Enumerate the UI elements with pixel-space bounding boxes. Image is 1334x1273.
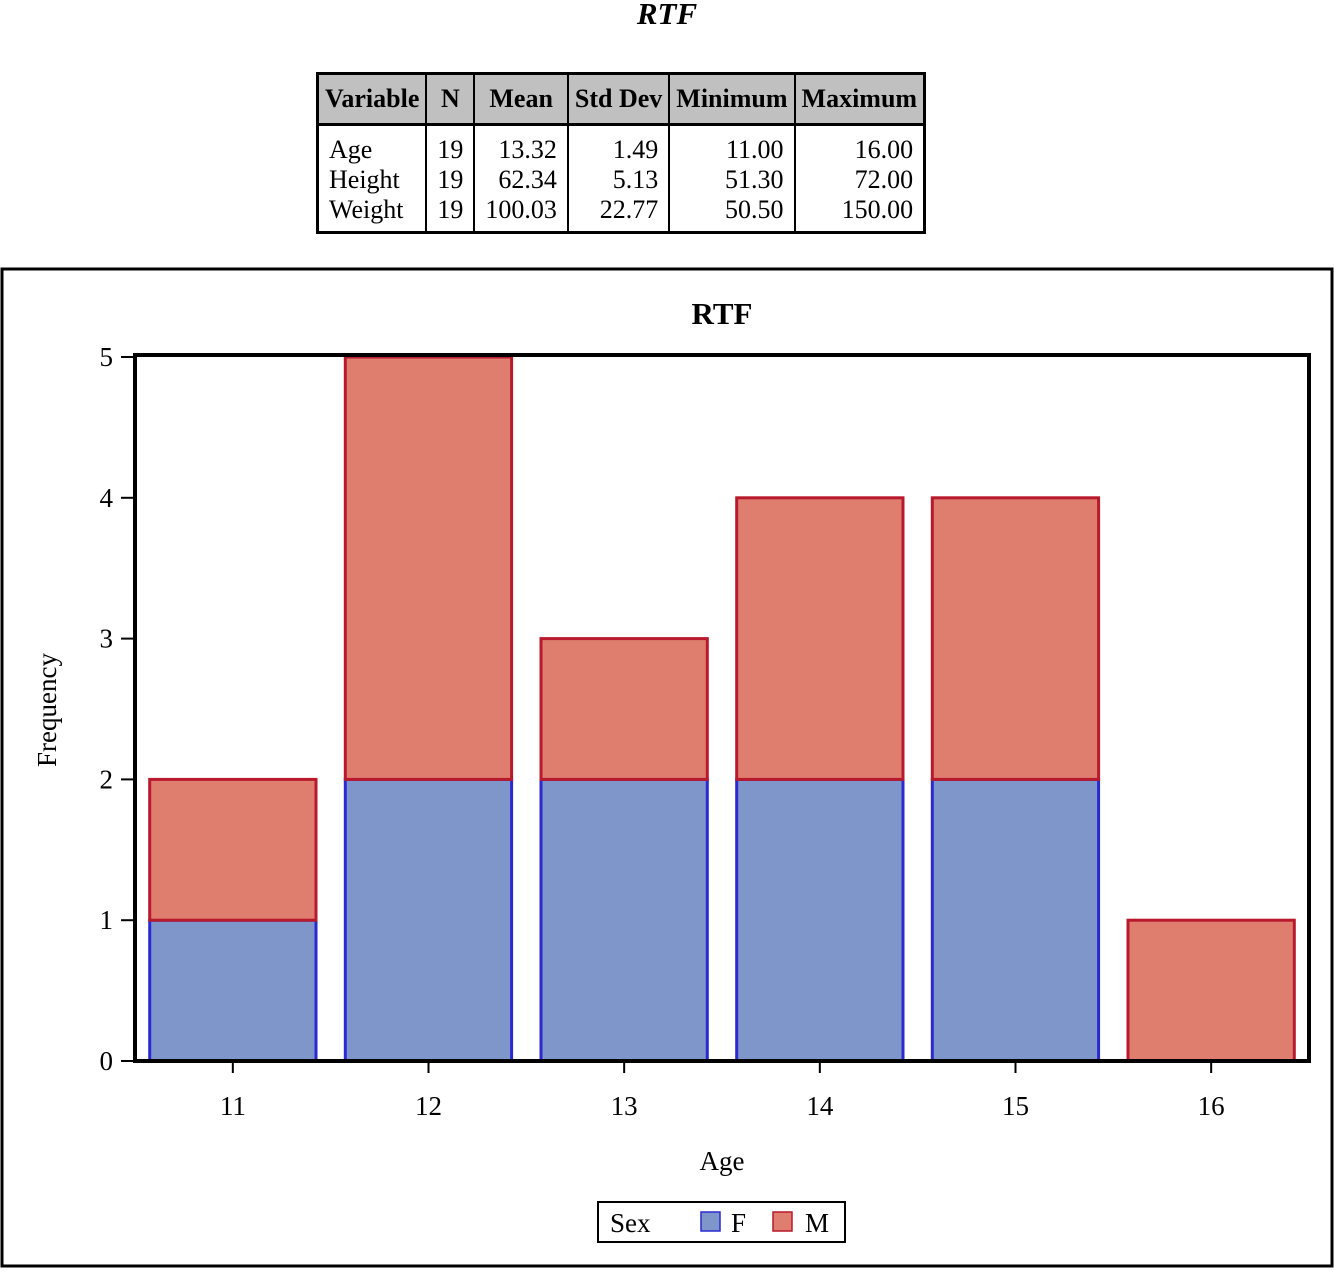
table-cell: 50.50 bbox=[669, 195, 796, 233]
column-header-std-dev: Std Dev bbox=[567, 73, 671, 126]
x-tick-label: 13 bbox=[611, 1091, 638, 1121]
bar-m-11 bbox=[148, 777, 318, 922]
table-cell: 19 bbox=[426, 124, 476, 165]
table-row: Weight 19 100.03 22.77 50.50 150.00 bbox=[317, 195, 925, 233]
bar-f-11 bbox=[148, 918, 318, 1063]
chart-title: RTF bbox=[692, 296, 753, 331]
table-cell: 150.00 bbox=[841, 195, 914, 224]
table-cell: Weight bbox=[317, 195, 428, 233]
table-cell: 13.32 bbox=[474, 124, 569, 165]
x-tick-label: 15 bbox=[1002, 1091, 1029, 1121]
document-title: RTF bbox=[636, 0, 698, 31]
table-cell: 51.30 bbox=[669, 165, 796, 195]
plot-area-frame bbox=[133, 353, 1311, 1063]
bar-f-15 bbox=[930, 777, 1101, 1063]
y-tick-label: 1 bbox=[100, 905, 114, 935]
table-cell: 100.03 bbox=[474, 195, 569, 233]
legend-frame bbox=[597, 1201, 846, 1243]
column-header-maximum: Maximum bbox=[794, 73, 925, 126]
legend-swatch-m bbox=[772, 1211, 793, 1232]
table-header-row: Variable N Mean Std Dev Minimum Maximum bbox=[317, 73, 925, 126]
y-axis: 0 1 2 3 4 5 bbox=[100, 342, 135, 1076]
legend-title: Sex bbox=[610, 1208, 651, 1238]
bar-m-12 bbox=[343, 355, 514, 781]
x-tick-label: 12 bbox=[415, 1091, 442, 1121]
table-cell: 16.00 bbox=[854, 135, 914, 164]
column-header-minimum: Minimum bbox=[669, 73, 796, 126]
bar-m-13 bbox=[539, 637, 709, 781]
table-row: Height 19 62.34 5.13 51.30 72.00 bbox=[317, 165, 925, 195]
bar-f-14 bbox=[735, 777, 905, 1063]
legend-label-m: M bbox=[805, 1208, 829, 1238]
x-tick-label: 11 bbox=[220, 1091, 246, 1121]
bar-m-15 bbox=[930, 496, 1101, 781]
y-tick-label: 3 bbox=[100, 624, 114, 654]
y-tick-label: 2 bbox=[100, 764, 114, 794]
table-cell: 19 bbox=[426, 195, 476, 233]
bar-m-14 bbox=[735, 496, 905, 781]
table-cell: 11.00 bbox=[669, 124, 796, 165]
column-header-variable: Variable bbox=[317, 73, 428, 126]
summary-statistics-table: Variable N Mean Std Dev Minimum Maximum … bbox=[316, 72, 927, 234]
legend-swatch-f bbox=[700, 1211, 721, 1232]
bars-layer bbox=[148, 355, 1296, 1063]
column-header-n: N bbox=[426, 73, 476, 126]
column-header-mean: Mean bbox=[474, 73, 569, 126]
y-tick-label: 4 bbox=[100, 483, 114, 513]
table-cell: Age bbox=[317, 124, 428, 165]
table-cell: 19 bbox=[426, 165, 476, 195]
bar-m-16 bbox=[1126, 918, 1296, 1063]
table-cell: Height bbox=[317, 165, 428, 195]
y-axis-label: Frequency bbox=[32, 653, 62, 767]
y-tick-label: 0 bbox=[100, 1046, 114, 1076]
table-cell: 72.00 bbox=[854, 165, 914, 194]
x-tick-label: 16 bbox=[1198, 1091, 1225, 1121]
table-cell: 5.13 bbox=[567, 165, 671, 195]
table-cell: 1.49 bbox=[567, 124, 671, 165]
x-tick-label: 14 bbox=[806, 1091, 834, 1121]
table-cell: 22.77 bbox=[567, 195, 671, 233]
x-axis: 11 12 13 14 15 16 bbox=[220, 1061, 1225, 1121]
legend: Sex F M bbox=[597, 1201, 846, 1243]
x-axis-label: Age bbox=[700, 1146, 745, 1176]
legend-label-f: F bbox=[731, 1208, 746, 1238]
table-cell: 62.34 bbox=[474, 165, 569, 195]
y-tick-label: 5 bbox=[100, 342, 114, 372]
bar-f-13 bbox=[539, 777, 709, 1063]
table-row: Age 19 13.32 1.49 11.00 16.00 bbox=[317, 124, 925, 165]
bar-f-12 bbox=[343, 777, 514, 1063]
